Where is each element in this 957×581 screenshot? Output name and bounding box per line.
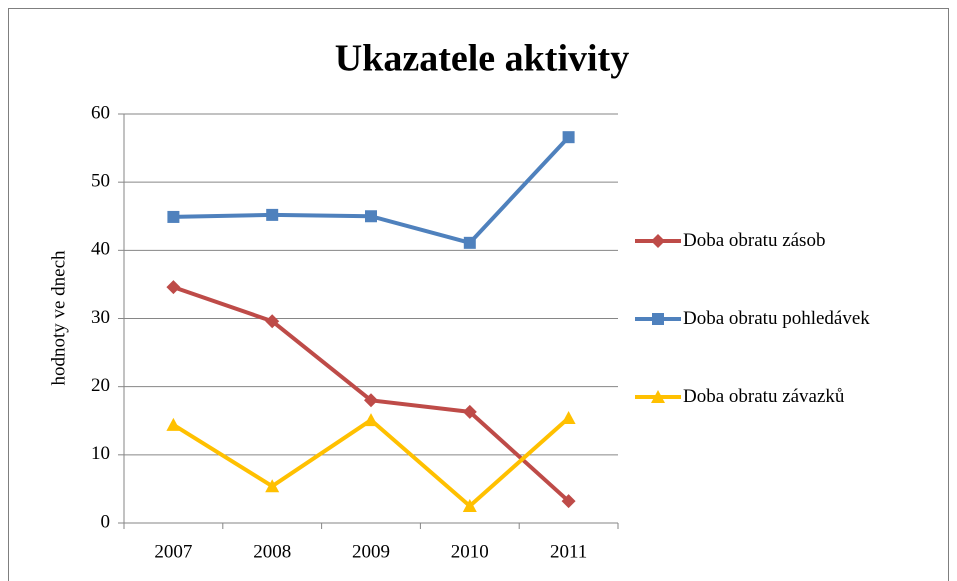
- marker: [561, 494, 576, 509]
- legend: Doba obratu zásob Doba obratu pohledávek D…: [633, 228, 953, 462]
- marker: [561, 411, 576, 425]
- y-tick-label: 50: [91, 171, 110, 192]
- chart-border: [8, 8, 949, 581]
- marker: [364, 393, 378, 408]
- y-axis-label: hodnoty ve dnech: [48, 250, 69, 386]
- legend-label: Doba obratu závazků: [683, 386, 845, 407]
- x-tick-label: 2009: [352, 541, 390, 562]
- marker: [562, 131, 575, 144]
- legend-swatch: [635, 234, 681, 248]
- marker: [266, 208, 279, 221]
- marker: [463, 236, 476, 249]
- marker: [364, 413, 378, 427]
- legend-item: Doba obratu závazků: [633, 384, 953, 462]
- y-tick-label: 10: [91, 443, 110, 464]
- marker: [265, 314, 280, 329]
- marker: [651, 390, 665, 403]
- marker: [365, 210, 377, 223]
- x-tick-label: 2008: [253, 541, 291, 562]
- y-tick-label: 20: [91, 375, 110, 396]
- marker: [265, 479, 280, 493]
- legend-label: Doba obratu pohledávek: [683, 308, 870, 329]
- x-tick-label: 2007: [154, 541, 192, 562]
- legend-item: Doba obratu pohledávek: [633, 306, 953, 384]
- marker: [166, 417, 181, 431]
- chart-title: Ukazatele aktivity: [335, 38, 629, 80]
- x-tick-label: 2010: [451, 541, 489, 562]
- legend-swatch: [635, 390, 681, 403]
- y-tick-label: 0: [101, 511, 111, 532]
- x-tick-label: 2011: [550, 541, 587, 562]
- legend-item: Doba obratu zásob: [633, 228, 953, 306]
- marker: [167, 210, 180, 223]
- y-tick-label: 30: [91, 307, 110, 328]
- marker: [462, 404, 477, 419]
- marker: [462, 498, 477, 512]
- marker: [651, 234, 665, 248]
- legend-swatch: [635, 313, 681, 325]
- legend-label: Doba obratu zásob: [683, 230, 826, 251]
- y-tick-label: 60: [91, 102, 110, 123]
- y-tick-label: 40: [91, 239, 110, 260]
- marker: [166, 280, 181, 295]
- marker: [652, 313, 664, 325]
